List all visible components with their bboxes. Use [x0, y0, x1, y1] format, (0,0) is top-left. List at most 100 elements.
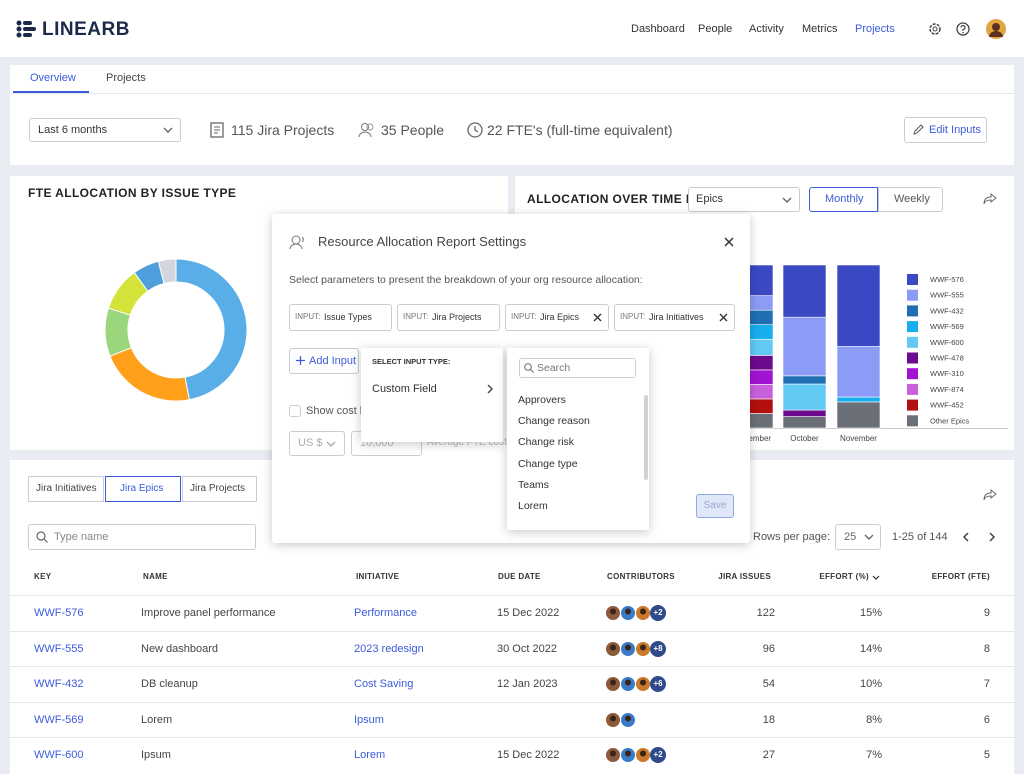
save-label[interactable]: Save	[703, 500, 727, 511]
icon-part	[956, 22, 970, 36]
close-icon[interactable]	[724, 237, 734, 247]
save-button[interactable]	[696, 494, 734, 518]
icon-part	[983, 488, 997, 501]
chip-remove[interactable]	[719, 313, 728, 322]
table-tab-label[interactable]: Jira Initiatives	[36, 483, 97, 494]
icon-part	[610, 715, 616, 722]
icon-part	[291, 235, 301, 245]
currency-select	[289, 431, 345, 456]
input-chip[interactable]	[505, 304, 609, 331]
cell-due-date: 15 Dec 2022	[497, 749, 560, 762]
icon-part	[610, 644, 616, 651]
cell-name: New dashboard	[141, 642, 219, 655]
nav-item[interactable]: Projects	[855, 23, 895, 35]
cell-key[interactable]: WWF-576	[34, 607, 84, 619]
cell-initiative[interactable]: Cost Saving	[354, 678, 414, 691]
clock-icon	[467, 122, 483, 138]
contributor-avatars	[605, 676, 651, 693]
icon-part	[929, 23, 941, 35]
sort-chevron[interactable]	[872, 575, 880, 580]
menu-item[interactable]: Teams	[518, 478, 549, 491]
show-cost-checkbox[interactable]	[289, 405, 301, 417]
chevron	[864, 534, 874, 540]
icon-part	[210, 122, 224, 138]
period-select[interactable]	[29, 118, 181, 142]
menu-item[interactable]: Change type	[518, 457, 578, 470]
cell-initiative[interactable]: Performance	[354, 607, 417, 619]
icon-part	[16, 26, 22, 32]
nav-item[interactable]: People	[698, 23, 733, 35]
cell-key[interactable]: WWF-600	[34, 749, 84, 762]
tab[interactable]: Projects	[106, 72, 146, 84]
chip-prefix: INPUT:	[295, 312, 321, 321]
cell-effort-fte: 8	[983, 642, 990, 655]
share-icon[interactable]	[983, 488, 997, 501]
cell-key[interactable]: WWF-555	[34, 642, 84, 655]
extra-badge	[650, 605, 666, 621]
column-header[interactable]: EFFORT (%)	[819, 572, 869, 581]
table-tab[interactable]	[28, 476, 104, 502]
nav-item[interactable]: Activity	[749, 23, 784, 35]
edit-inputs-button[interactable]	[904, 117, 987, 143]
icon-part	[610, 679, 616, 686]
cell-key[interactable]: WWF-432	[34, 678, 84, 691]
icon-part	[36, 531, 46, 541]
menu-item[interactable]: Custom Field	[372, 383, 437, 395]
menu-item[interactable]: Change reason	[518, 415, 590, 428]
add-input-label[interactable]: Add Input	[309, 355, 357, 367]
icon-part	[524, 363, 532, 371]
table-tab-label[interactable]: Jira Projects	[190, 483, 246, 494]
menu-item[interactable]: Lorem	[518, 500, 548, 512]
edit-inputs-label[interactable]: Edit Inputs	[929, 124, 981, 136]
input-chip[interactable]	[397, 304, 500, 331]
menu-item[interactable]: Change risk	[518, 436, 575, 449]
next-page[interactable]	[988, 532, 996, 542]
icon-part	[640, 750, 646, 757]
cell-initiative[interactable]: Lorem	[354, 749, 386, 762]
view-toggle-label[interactable]: Monthly	[825, 193, 864, 205]
settings-icon[interactable]	[928, 22, 942, 36]
group-select[interactable]	[688, 187, 800, 212]
table-tab[interactable]	[182, 476, 257, 502]
icon-part	[593, 313, 602, 322]
overview-panel	[10, 65, 1014, 165]
prev-page[interactable]	[962, 532, 970, 542]
column-header: KEY	[34, 572, 52, 581]
cell-initiative[interactable]: Ipsum	[354, 713, 384, 726]
input-chip[interactable]	[614, 304, 735, 331]
currency-value: US $	[298, 437, 323, 449]
icon-part	[962, 31, 964, 34]
field-search[interactable]	[519, 358, 636, 378]
nav-item[interactable]: Metrics	[802, 23, 838, 35]
tab-divider	[10, 93, 1014, 94]
view-toggle[interactable]	[809, 187, 878, 212]
icon-part	[640, 608, 646, 615]
share-icon[interactable]	[983, 192, 997, 205]
tab[interactable]: Overview	[30, 72, 76, 84]
input-type-menu	[361, 348, 503, 442]
icon-part	[625, 750, 631, 757]
contributor-avatars	[605, 711, 636, 728]
table-tab-label[interactable]: Jira Epics	[120, 483, 164, 494]
menu-item[interactable]: Approvers	[518, 394, 566, 406]
search-box[interactable]	[28, 524, 256, 550]
cell-initiative[interactable]: 2023 redesign	[354, 642, 424, 655]
cell-issues: 96	[762, 642, 775, 655]
row-divider	[10, 666, 1014, 668]
extra-badge	[650, 747, 666, 764]
cell-key[interactable]: WWF-569	[34, 713, 84, 726]
fte-count: 22 FTE's (full-time equivalent)	[487, 122, 673, 138]
rows-per-page-select[interactable]	[835, 524, 881, 550]
help-icon[interactable]	[956, 22, 970, 36]
tab-underline	[13, 91, 89, 93]
chip-remove[interactable]	[593, 313, 602, 322]
nav-item[interactable]: Dashboard	[631, 23, 685, 35]
cell-name: Lorem	[141, 713, 173, 726]
chevron-right	[487, 384, 493, 394]
input-chip[interactable]	[289, 304, 392, 331]
user-avatar[interactable]	[986, 19, 1006, 39]
icon-part	[864, 534, 874, 540]
view-toggle-label[interactable]: Weekly	[894, 193, 930, 205]
table-tab[interactable]	[105, 476, 181, 502]
view-toggle[interactable]	[878, 187, 943, 212]
